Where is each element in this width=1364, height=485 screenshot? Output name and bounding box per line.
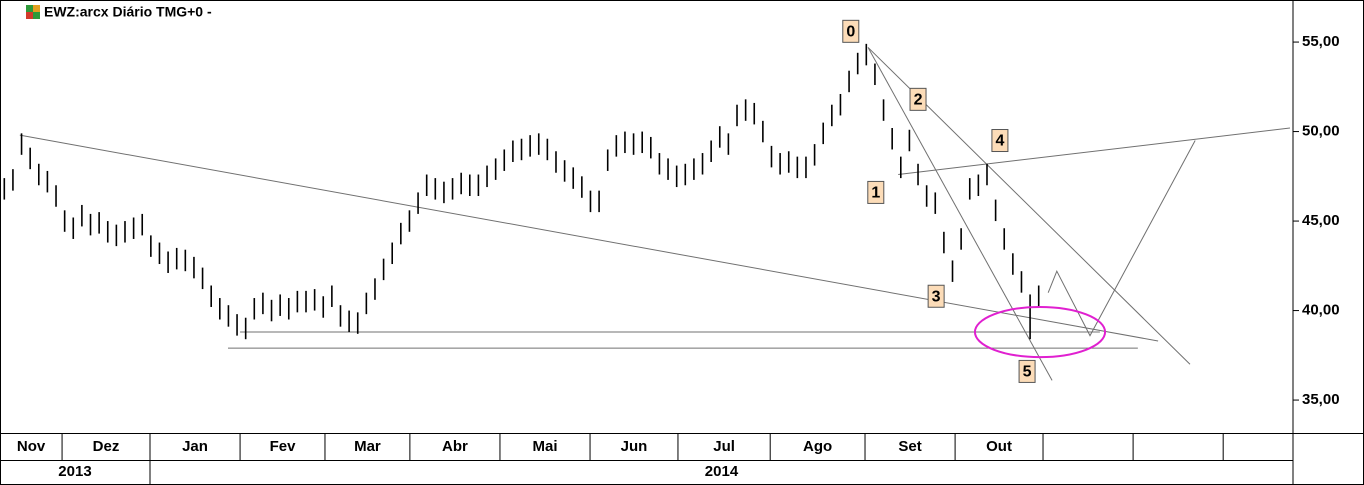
x-tick-label: Out	[986, 438, 1012, 455]
x-tick-label: Fev	[270, 438, 297, 455]
x-tick-label: Mar	[354, 438, 381, 455]
chart-title: EWZ:arcx Diário TMG+0 -	[44, 4, 212, 20]
wave-label-box	[867, 180, 885, 204]
wave-label: 2	[914, 92, 923, 109]
wave-label: 0	[846, 24, 855, 41]
y-tick-label: 50,00	[1302, 123, 1340, 140]
y-tick-label: 55,00	[1302, 33, 1340, 50]
x-tick-label: Set	[898, 438, 921, 455]
trend-line	[19, 134, 1159, 342]
trend-line	[867, 47, 1053, 381]
y-tick-label: 40,00	[1302, 302, 1340, 319]
wave-label: 3	[932, 288, 941, 305]
wave-label-box	[1018, 359, 1036, 383]
x-tick-label: Nov	[17, 438, 46, 455]
x-tick-label: Jul	[713, 438, 735, 455]
wave-label: 5	[1023, 364, 1032, 381]
trend-line	[1047, 140, 1196, 337]
y-tick-label: 35,00	[1302, 391, 1340, 408]
x-tick-label: Mai	[532, 438, 557, 455]
y-tick-label: 45,00	[1302, 212, 1340, 229]
x-tick-label: Dez	[93, 438, 120, 455]
year-label: 2013	[58, 463, 91, 480]
logo	[26, 5, 40, 19]
trend-line	[898, 127, 1291, 176]
wave-label-box	[991, 129, 1009, 153]
wave-label: 4	[995, 133, 1004, 150]
logo-box	[33, 5, 40, 12]
wave-label-box	[909, 87, 927, 111]
x-tick-label: Jan	[182, 438, 208, 455]
year-label: 2014	[705, 463, 739, 480]
x-tick-label: Jun	[621, 438, 648, 455]
wave-label-box	[842, 19, 860, 43]
x-tick-label: Ago	[803, 438, 832, 455]
wave-label-box	[927, 284, 945, 308]
wave-label: 1	[871, 185, 880, 202]
highlight-ellipse	[973, 305, 1107, 359]
logo-box	[26, 12, 33, 19]
x-tick-label: Abr	[442, 438, 468, 455]
